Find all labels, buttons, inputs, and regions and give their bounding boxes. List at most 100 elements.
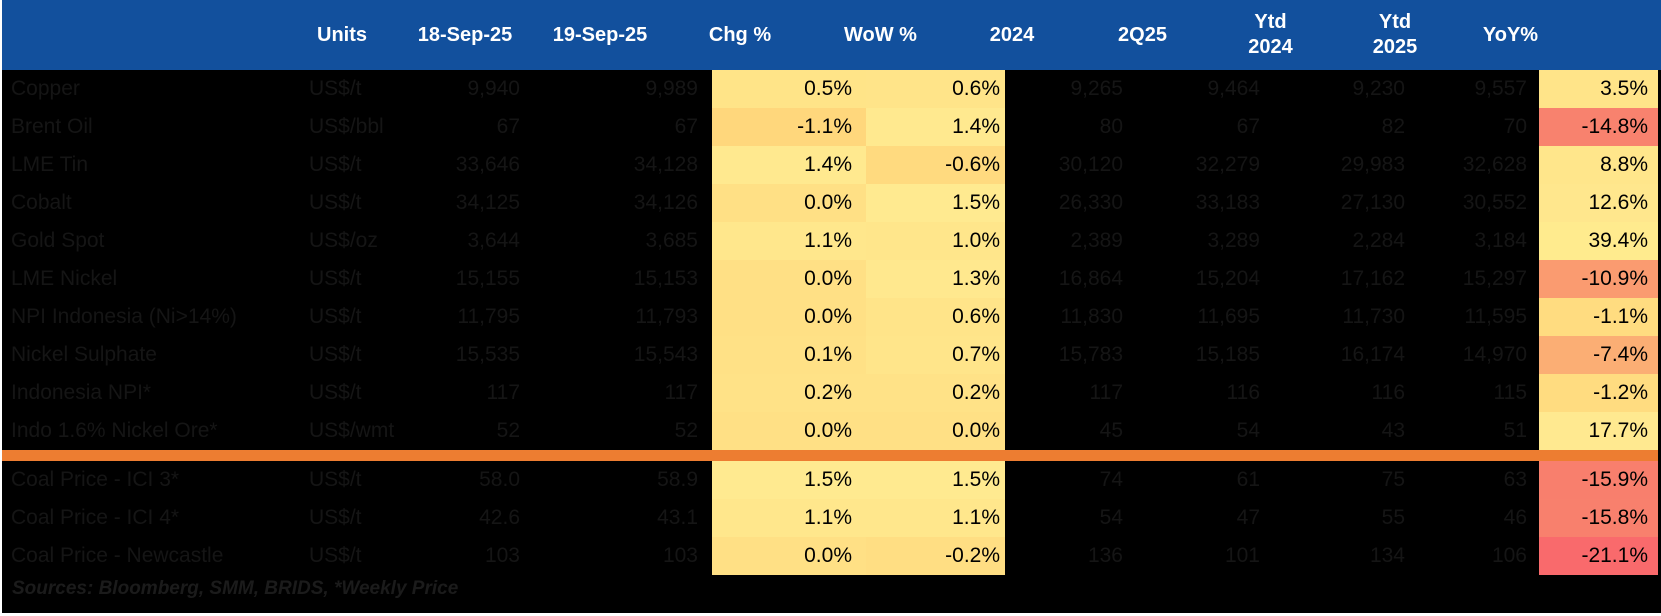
cell-2q25: 32,279: [1195, 153, 1260, 176]
cell-2q25: 47: [1236, 506, 1260, 529]
cell-18sep: 9,940: [467, 77, 520, 100]
table-row: Indonesia NPI* US$/t 117 117 0.2% 0.2% 1…: [2, 374, 1661, 412]
cell-units: US$/t: [309, 77, 362, 100]
header-ytd2025: Ytd 2025: [1332, 0, 1458, 70]
cell-2024: 26,330: [1058, 191, 1123, 214]
header-ytd2024-line1: Ytd: [1254, 11, 1287, 33]
table-row: Coal Price - Newcastle US$/t 103 103 0.0…: [2, 537, 1661, 575]
cell-wow: 1.4%: [866, 108, 1005, 146]
cell-2024: 9,265: [1070, 77, 1123, 100]
cell-ytd2025: 9,557: [1474, 77, 1527, 100]
cell-ytd2024: 27,130: [1340, 191, 1405, 214]
cell-ytd2024: 2,284: [1352, 229, 1405, 252]
cell-yoy: -10.9%: [1539, 260, 1658, 298]
table-row: Nickel Sulphate US$/t 15,535 15,543 0.1%…: [2, 336, 1661, 374]
cell-18sep: 42.6: [479, 506, 520, 529]
cell-2024: 74: [1099, 468, 1123, 491]
cell-yoy: 3.5%: [1539, 70, 1658, 108]
cell-2024: 54: [1099, 506, 1123, 529]
cell-units: US$/t: [309, 506, 362, 529]
cell-ytd2024: 82: [1381, 115, 1405, 138]
table-row: LME Nickel US$/t 15,155 15,153 0.0% 1.3%…: [2, 260, 1661, 298]
cell-units: US$/t: [309, 381, 362, 404]
cell-ytd2025: 30,552: [1462, 191, 1527, 214]
table-row: Copper US$/t 9,940 9,989 0.5% 0.6% 9,265…: [2, 70, 1661, 108]
cell-2024: 136: [1087, 544, 1123, 567]
cell-units: US$/bbl: [309, 115, 384, 138]
cell-18sep: 15,535: [455, 343, 520, 366]
cell-19sep: 3,685: [645, 229, 698, 252]
cell-18sep: 3,644: [467, 229, 520, 252]
cell-label: Gold Spot: [11, 229, 105, 252]
cell-2q25: 11,695: [1197, 305, 1260, 328]
cell-label: LME Nickel: [11, 267, 118, 290]
cell-2q25: 61: [1236, 468, 1260, 491]
cell-chg: 0.0%: [712, 298, 866, 336]
cell-ytd2024: 75: [1381, 468, 1405, 491]
header-chg: Chg %: [708, 23, 772, 46]
cell-19sep: 15,543: [633, 343, 698, 366]
cell-wow: -0.6%: [866, 146, 1005, 184]
cell-2024: 15,783: [1058, 343, 1123, 366]
cell-chg: 0.2%: [712, 374, 866, 412]
cell-2q25: 3,289: [1207, 229, 1260, 252]
cell-2024: 117: [1089, 381, 1123, 404]
header-19sep: 19-Sep-25: [552, 23, 648, 46]
cell-2024: 80: [1099, 115, 1123, 138]
header-wow: WoW %: [844, 23, 917, 46]
table-row: Coal Price - ICI 4* US$/t 42.6 43.1 1.1%…: [2, 499, 1661, 537]
cell-2024: 11,830: [1060, 305, 1123, 328]
cell-ytd2025: 15,297: [1462, 267, 1527, 290]
cell-yoy: 39.4%: [1539, 222, 1658, 260]
cell-2q25: 116: [1226, 381, 1260, 404]
cell-ytd2024: 116: [1371, 381, 1405, 404]
cell-units: US$/oz: [309, 229, 378, 252]
cell-wow: 1.0%: [866, 222, 1005, 260]
cell-label: Indonesia NPI*: [11, 381, 152, 404]
cell-18sep: 117: [486, 381, 520, 404]
cell-yoy: -7.4%: [1539, 336, 1658, 374]
cell-ytd2025: 46: [1503, 506, 1527, 529]
cell-wow: 0.2%: [866, 374, 1005, 412]
cell-yoy: -15.9%: [1539, 461, 1658, 499]
header-ytd2025-line2: 2025: [1372, 36, 1418, 58]
cell-yoy: -1.1%: [1539, 298, 1658, 336]
table-row: Gold Spot US$/oz 3,644 3,685 1.1% 1.0% 2…: [2, 222, 1661, 260]
cell-19sep: 34,128: [633, 153, 698, 176]
cell-yoy: -21.1%: [1539, 537, 1658, 575]
cell-19sep: 103: [662, 544, 698, 567]
cell-ytd2024: 134: [1369, 544, 1405, 567]
cell-units: US$/t: [309, 468, 362, 491]
cell-ytd2025: 32,628: [1462, 153, 1527, 176]
cell-2q25: 67: [1236, 115, 1260, 138]
cell-yoy: 17.7%: [1539, 412, 1658, 450]
cell-18sep: 67: [496, 115, 520, 138]
cell-ytd2025: 11,595: [1464, 305, 1527, 328]
cell-chg: 1.5%: [712, 461, 866, 499]
cell-label: Coal Price - ICI 4*: [11, 506, 180, 529]
header-yoy: YoY%: [1482, 23, 1539, 46]
cell-18sep: 33,646: [455, 153, 520, 176]
cell-ytd2024: 17,162: [1340, 267, 1405, 290]
cell-label: Nickel Sulphate: [11, 343, 157, 366]
cell-ytd2025: 70: [1503, 115, 1527, 138]
cell-18sep: 15,155: [455, 267, 520, 290]
table-row: NPI Indonesia (Ni>14%) US$/t 11,795 11,7…: [2, 298, 1661, 336]
cell-units: US$/t: [309, 153, 362, 176]
table-row: LME Tin US$/t 33,646 34,128 1.4% -0.6% 3…: [2, 146, 1661, 184]
cell-units: US$/t: [309, 305, 362, 328]
cell-2024: 2,389: [1070, 229, 1123, 252]
table-row: Coal Price - ICI 3* US$/t 58.0 58.9 1.5%…: [2, 461, 1661, 499]
cell-units: US$/t: [309, 544, 362, 567]
cell-wow: -0.2%: [866, 537, 1005, 575]
cell-18sep: 34,125: [455, 191, 520, 214]
cell-label: LME Tin: [11, 153, 89, 176]
cell-2024: 16,864: [1058, 267, 1123, 290]
cell-ytd2025: 115: [1493, 381, 1527, 404]
cell-2024: 30,120: [1058, 153, 1123, 176]
cell-yoy: -15.8%: [1539, 499, 1658, 537]
source-note: Sources: Bloomberg, SMM, BRIDS, *Weekly …: [12, 578, 459, 599]
header-ytd2025-line1: Ytd: [1378, 11, 1412, 33]
table-header-row: Units 18-Sep-25 19-Sep-25 Chg % WoW % 20…: [2, 0, 1661, 70]
